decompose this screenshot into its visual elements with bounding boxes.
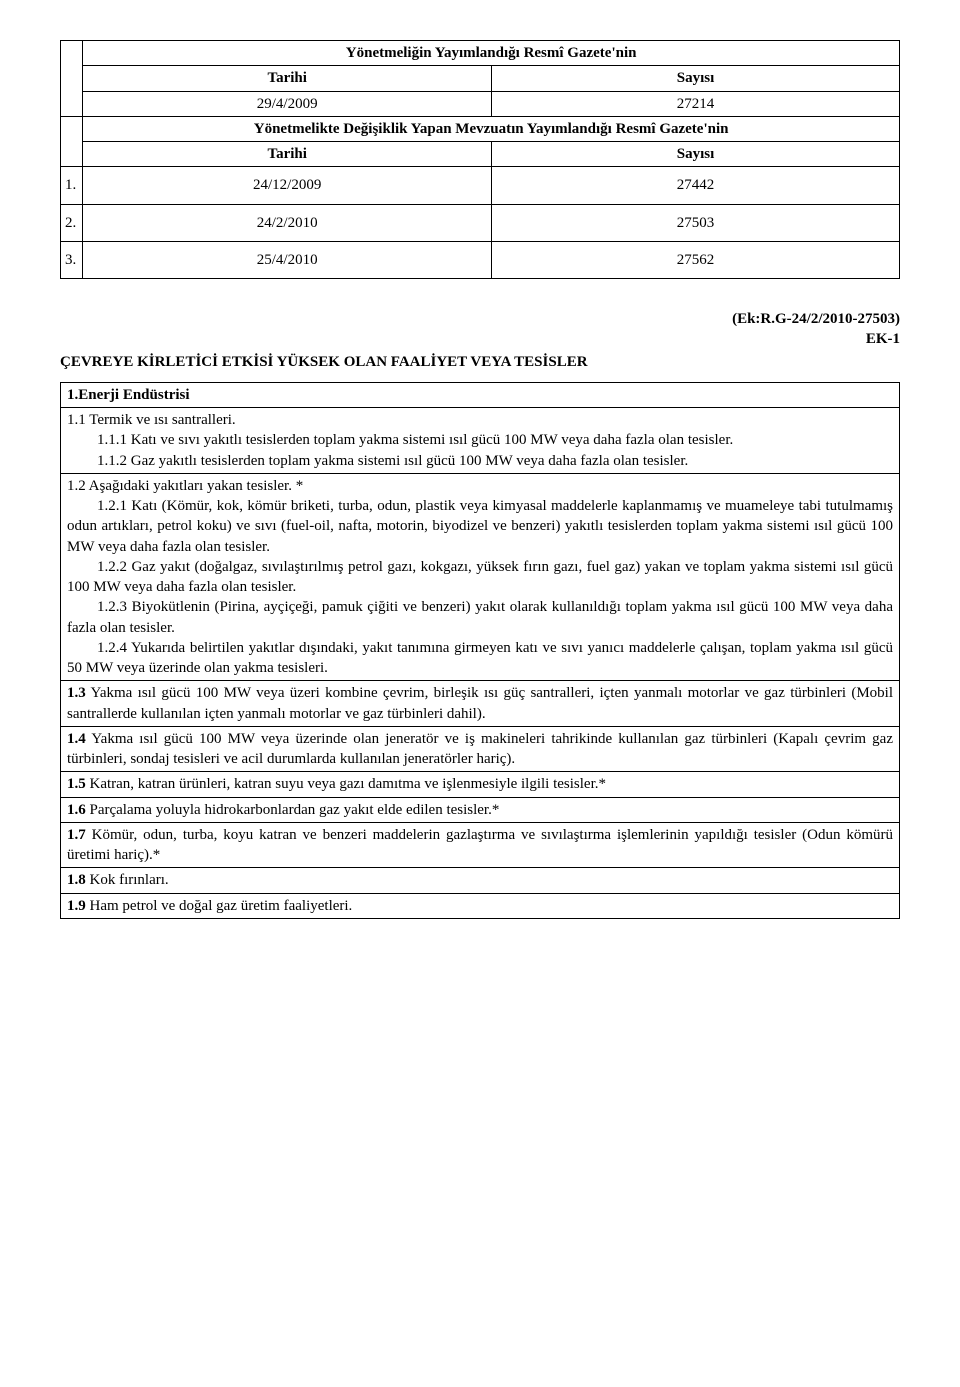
section-1-6-body: Parçalama yoluyla hidrokarbonlardan gaz … bbox=[86, 802, 500, 818]
section-1-4-body: Yakma ısıl gücü 100 MW veya üzerinde ola… bbox=[67, 731, 893, 767]
section-1-9-prefix: 1.9 bbox=[67, 898, 86, 914]
section-1-2-1: 1.2.1 Katı (Kömür, kok, kömür briketi, t… bbox=[67, 496, 893, 557]
section-1-header: 1.Enerji Endüstrisi bbox=[61, 382, 900, 407]
row-issue-2: 27503 bbox=[492, 204, 900, 241]
main-title: ÇEVREYE KİRLETİCİ ETKİSİ YÜKSEK OLAN FAA… bbox=[60, 352, 900, 372]
gazette-header-amend: Yönetmelikte Değişiklik Yapan Mevzuatın … bbox=[83, 116, 900, 141]
section-1-1: 1.1 Termik ve ısı santralleri. 1.1.1 Kat… bbox=[61, 408, 900, 474]
orig-issue: 27214 bbox=[492, 91, 900, 116]
row-num-2: 2. bbox=[61, 204, 83, 241]
gazette-history-table: Yönetmeliğin Yayımlandığı Resmî Gazete'n… bbox=[60, 40, 900, 279]
section-1-8: 1.8 Kok fırınları. bbox=[61, 868, 900, 893]
section-1-6: 1.6 Parçalama yoluyla hidrokarbonlardan … bbox=[61, 797, 900, 822]
col-sayisi-2: Sayısı bbox=[492, 142, 900, 167]
section-1-5: 1.5 Katran, katran ürünleri, katran suyu… bbox=[61, 772, 900, 797]
annex-label: EK-1 bbox=[60, 329, 900, 349]
content-table: 1.Enerji Endüstrisi 1.1 Termik ve ısı sa… bbox=[60, 382, 900, 919]
section-1-3-body: Yakma ısıl gücü 100 MW veya üzeri kombin… bbox=[67, 685, 893, 721]
section-1-2-header: 1.2 Aşağıdaki yakıtları yakan tesisler. … bbox=[67, 478, 303, 494]
section-1-2-3: 1.2.3 Biyokütlenin (Pirina, ayçiçeği, pa… bbox=[67, 597, 893, 638]
section-1-1-1: 1.1.1 Katı ve sıvı yakıtlı tesislerden t… bbox=[67, 430, 893, 450]
section-1-9: 1.9 Ham petrol ve doğal gaz üretim faali… bbox=[61, 893, 900, 918]
row-num-1: 1. bbox=[61, 167, 83, 204]
col-sayisi: Sayısı bbox=[492, 66, 900, 91]
reference-code: (Ek:R.G-24/2/2010-27503) bbox=[60, 309, 900, 329]
section-1-5-prefix: 1.5 bbox=[67, 776, 86, 792]
empty-num-cell bbox=[61, 41, 83, 117]
section-1-7: 1.7 Kömür, odun, turba, koyu katran ve b… bbox=[61, 822, 900, 868]
section-1-1-header: 1.1 Termik ve ısı santralleri. bbox=[67, 412, 236, 428]
section-1-9-body: Ham petrol ve doğal gaz üretim faaliyetl… bbox=[86, 898, 353, 914]
row-date-3: 25/4/2010 bbox=[83, 241, 492, 278]
row-date-2: 24/2/2010 bbox=[83, 204, 492, 241]
section-1-8-prefix: 1.8 bbox=[67, 872, 86, 888]
empty-num-cell-2 bbox=[61, 116, 83, 167]
section-1-4: 1.4 Yakma ısıl gücü 100 MW veya üzerinde… bbox=[61, 726, 900, 772]
gazette-header-original: Yönetmeliğin Yayımlandığı Resmî Gazete'n… bbox=[83, 41, 900, 66]
section-1-1-2: 1.1.2 Gaz yakıtlı tesislerden toplam yak… bbox=[67, 451, 893, 471]
col-tarihi: Tarihi bbox=[83, 66, 492, 91]
row-date-1: 24/12/2009 bbox=[83, 167, 492, 204]
section-1-7-prefix: 1.7 bbox=[67, 827, 86, 843]
row-issue-1: 27442 bbox=[492, 167, 900, 204]
section-1-3-prefix: 1.3 bbox=[67, 685, 86, 701]
row-num-3: 3. bbox=[61, 241, 83, 278]
section-1-2: 1.2 Aşağıdaki yakıtları yakan tesisler. … bbox=[61, 473, 900, 681]
section-1-7-body: Kömür, odun, turba, koyu katran ve benze… bbox=[67, 827, 893, 863]
section-1-4-prefix: 1.4 bbox=[67, 731, 86, 747]
col-tarihi-2: Tarihi bbox=[83, 142, 492, 167]
section-1-3: 1.3 Yakma ısıl gücü 100 MW veya üzeri ko… bbox=[61, 681, 900, 727]
section-1-2-4: 1.2.4 Yukarıda belirtilen yakıtlar dışın… bbox=[67, 638, 893, 679]
orig-date: 29/4/2009 bbox=[83, 91, 492, 116]
section-1-8-body: Kok fırınları. bbox=[86, 872, 169, 888]
row-issue-3: 27562 bbox=[492, 241, 900, 278]
section-1-5-body: Katran, katran ürünleri, katran suyu vey… bbox=[86, 776, 606, 792]
section-1-6-prefix: 1.6 bbox=[67, 802, 86, 818]
section-1-2-2: 1.2.2 Gaz yakıt (doğalgaz, sıvılaştırılm… bbox=[67, 557, 893, 598]
